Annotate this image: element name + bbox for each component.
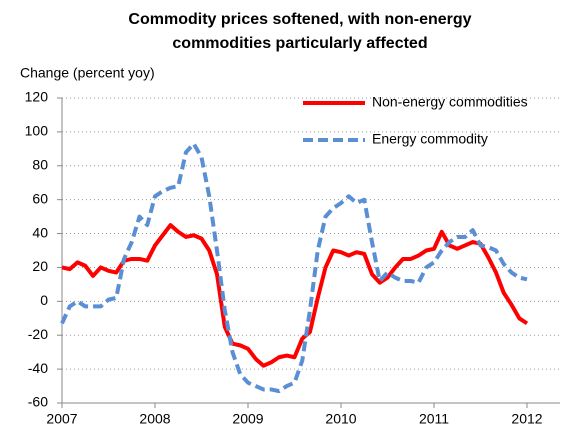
y-tick-label: 20 [32, 258, 48, 274]
y-tick-label: -20 [28, 326, 48, 342]
y-tick-label: 40 [32, 224, 48, 240]
y-tick-label: 80 [32, 156, 48, 172]
x-tick-label: 2008 [139, 411, 170, 427]
chart-title: commodities particularly affected [172, 35, 427, 52]
data-line [60, 141, 528, 394]
x-tick-label: 2007 [46, 411, 77, 427]
y-tick-label: 0 [40, 292, 48, 308]
x-tick-label: 2010 [325, 411, 356, 427]
y-tick-label: 60 [32, 190, 48, 206]
y-tick-label: 120 [25, 89, 49, 105]
y-axis-label: Change (percent yoy) [20, 65, 155, 81]
data-line [61, 223, 529, 368]
y-tick-label: 100 [25, 123, 49, 139]
x-tick-label: 2011 [419, 411, 449, 427]
x-tick-label: 2012 [511, 411, 542, 427]
x-tick-label: 2009 [232, 411, 263, 427]
y-tick-label: -40 [28, 360, 48, 376]
legend-label: Energy commodity [372, 131, 488, 147]
y-tick-label: -60 [28, 394, 48, 410]
legend-label: Non-energy commodities [372, 94, 528, 110]
chart-title: Commodity prices softened, with non-ener… [128, 11, 471, 28]
